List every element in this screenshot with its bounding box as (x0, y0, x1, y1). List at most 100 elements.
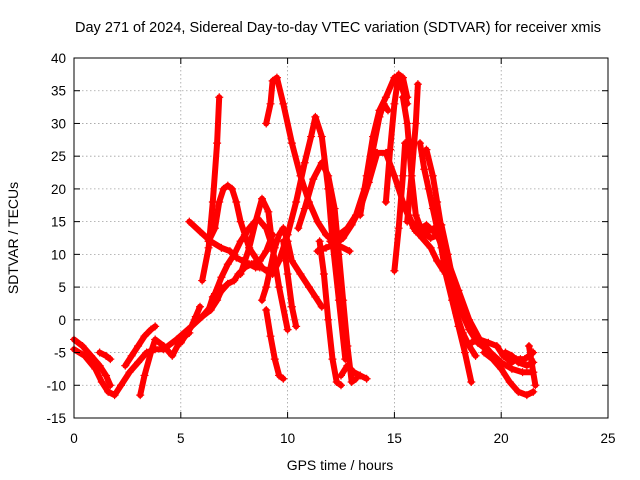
y-tick-label: 15 (51, 215, 66, 230)
data-point-marker (343, 224, 352, 233)
plot-frame (73, 57, 609, 419)
data-point-marker (168, 351, 177, 360)
data-point-marker (339, 296, 348, 305)
data-point-marker (204, 243, 213, 252)
data-point-marker (529, 387, 538, 396)
data-point-marker (420, 165, 429, 174)
data-point-marker (275, 256, 284, 265)
data-series (70, 70, 540, 400)
data-point-marker (369, 132, 378, 141)
data-point-marker (426, 243, 435, 252)
data-point-marker (266, 99, 275, 108)
x-axis-label: GPS time / hours (287, 457, 394, 473)
data-point-marker (287, 256, 296, 265)
data-point-marker (411, 119, 420, 128)
data-point-marker (484, 338, 493, 347)
data-point-marker (381, 93, 390, 102)
data-point-marker (334, 230, 343, 239)
data-point-marker (381, 198, 390, 206)
data-point-marker (401, 204, 410, 213)
data-point-marker (347, 378, 356, 386)
data-point-marker (208, 292, 217, 301)
data-point-marker (307, 132, 316, 141)
data-point-marker (480, 348, 489, 357)
data-point-marker (245, 243, 254, 252)
series-track-29 (402, 205, 447, 274)
data-point-marker (398, 93, 407, 102)
data-point-marker (159, 342, 168, 350)
data-point-marker (95, 361, 104, 370)
axis-ticks: 0 5 10 15 20 25 -15 -10 -5 0 5 10 15 20 25 30 35 40 (46, 51, 615, 446)
data-point-marker (356, 211, 365, 220)
data-point-marker (394, 70, 403, 79)
data-point-marker (255, 263, 264, 272)
data-point-marker (176, 338, 185, 347)
data-point-marker (95, 348, 104, 357)
data-point-marker (292, 322, 301, 331)
data-point-marker (450, 283, 459, 292)
series-track-2 (71, 336, 114, 389)
data-point-marker (78, 342, 87, 350)
data-point-marker (428, 171, 437, 180)
data-point-marker (456, 306, 465, 314)
data-point-marker (514, 387, 523, 396)
data-point-marker (104, 387, 113, 396)
data-point-marker (189, 319, 198, 328)
data-point-marker (375, 106, 384, 115)
data-point-marker (270, 243, 279, 252)
data-point-marker (339, 234, 348, 242)
data-point-marker (213, 139, 222, 148)
data-point-marker (390, 99, 399, 108)
data-point-marker (121, 361, 130, 370)
data-point-marker (198, 276, 207, 285)
data-point-marker (324, 171, 333, 180)
data-point-marker (110, 391, 119, 400)
data-point-marker (140, 332, 149, 341)
y-tick-label: 0 (58, 313, 66, 328)
y-tick-label: 25 (51, 149, 66, 164)
data-point-marker (102, 371, 111, 380)
x-tick-label: 10 (280, 431, 295, 446)
data-point-marker (518, 368, 527, 377)
series-track-13 (237, 195, 291, 333)
data-point-marker (332, 378, 341, 386)
series-track-25 (382, 71, 411, 205)
data-point-marker (223, 279, 232, 288)
data-point-marker (296, 270, 305, 278)
data-point-marker (196, 302, 205, 311)
data-point-marker (151, 322, 160, 331)
data-point-marker (268, 76, 277, 85)
x-tick-label: 5 (177, 431, 185, 446)
series-track-27 (391, 140, 409, 274)
data-point-marker (106, 355, 115, 364)
data-point-marker (322, 230, 331, 239)
data-point-marker (458, 328, 467, 337)
data-point-marker (398, 73, 407, 82)
y-tick-label: -5 (54, 346, 66, 361)
data-point-marker (215, 93, 224, 102)
x-tick-label: 20 (494, 431, 509, 446)
data-point-marker (136, 391, 145, 400)
data-point-marker (416, 139, 425, 148)
y-tick-label: -10 (46, 378, 66, 393)
data-point-marker (488, 355, 497, 364)
series-track-18 (269, 113, 349, 363)
data-point-marker (349, 368, 358, 377)
data-point-marker (411, 211, 420, 220)
data-point-marker (196, 227, 205, 236)
data-point-marker (181, 332, 190, 341)
data-point-marker (283, 270, 292, 278)
data-point-marker (257, 296, 266, 305)
data-point-marker (287, 139, 296, 148)
chart-title: Day 271 of 2024, Sidereal Day-to-day VTE… (75, 20, 601, 36)
data-point-marker (198, 312, 207, 321)
data-point-marker (304, 283, 313, 292)
data-point-marker (401, 139, 410, 148)
data-point-marker (275, 230, 284, 239)
data-point-marker (228, 184, 237, 193)
data-point-marker (262, 247, 271, 256)
data-point-marker (501, 348, 510, 357)
data-point-marker (362, 171, 371, 180)
data-point-marker (356, 371, 365, 380)
data-point-marker (249, 250, 258, 259)
